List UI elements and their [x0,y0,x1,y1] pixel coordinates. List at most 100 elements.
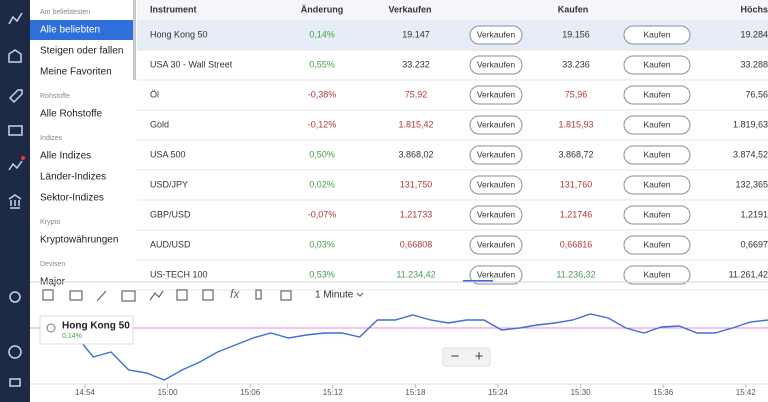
notification-dot [21,156,25,160]
sell-button[interactable] [469,115,523,135]
menu-item[interactable]: Sektor-Indizes [40,193,104,204]
sell-button-label[interactable]: Verkaufen [477,269,516,279]
menu-item[interactable]: Alle Rohstoffe [40,109,103,120]
buy-button-label[interactable]: Kaufen [644,59,671,69]
instrument[interactable]: GBP/USD [150,209,191,219]
sell-button-label[interactable]: Verkaufen [477,239,516,249]
buy-button[interactable] [623,175,691,195]
menu-item[interactable]: Meine Favoriten [40,67,112,78]
buy-button[interactable] [623,205,691,225]
sell-button-label[interactable]: Verkaufen [477,149,516,159]
sell-button[interactable] [469,265,523,285]
buy-button[interactable] [623,145,691,165]
active-indicator [463,280,493,282]
buy-button-label[interactable]: Kaufen [644,119,671,129]
calendar-icon[interactable] [280,290,292,301]
nav-trend-icon[interactable] [8,160,23,171]
high-price: 11.261,42 [729,269,768,279]
sell-price: 1.815,42 [398,119,433,129]
time-label: 15:24 [488,388,509,397]
buy-price: 3.868,72 [558,149,593,159]
dropdown-arrow [356,292,364,297]
sell-button-label[interactable]: Verkaufen [477,119,516,129]
buy-button-label[interactable]: Kaufen [644,89,671,99]
buy-button[interactable] [623,85,691,105]
menu-item[interactable]: Alle Indizes [40,151,91,162]
fx-icon[interactable]: fx [230,287,240,301]
zoom-in[interactable]: + [475,348,484,365]
note-icon[interactable] [69,290,83,301]
sell-price: 19.147 [402,29,430,39]
buy-button-label[interactable]: Kaufen [644,269,671,279]
menu-item[interactable]: Alle beliebten [40,25,100,36]
chat-icon[interactable] [9,378,21,387]
sidebar [30,0,137,282]
settings-icon[interactable] [8,345,22,359]
menu-item[interactable]: Kryptowährungen [40,235,118,246]
buy-price: 33.236 [562,59,590,69]
change: -0,38% [308,89,337,99]
buy-button[interactable] [623,55,691,75]
instrument[interactable]: AUD/USD [150,239,191,249]
sell-button-label[interactable]: Verkaufen [477,209,516,219]
buy-button-label[interactable]: Kaufen [644,149,671,159]
buy-button-label[interactable]: Kaufen [644,209,671,219]
buy-button[interactable] [623,235,691,255]
instrument[interactable]: USA 30 - Wall Street [150,59,233,69]
high-price: 3.874,52 [733,149,768,159]
nav-bank-icon[interactable] [8,194,22,209]
indicator-icon[interactable] [121,290,136,302]
menu-item[interactable]: Länder-Indizes [40,172,106,183]
instrument[interactable]: USA 500 [150,149,186,159]
section-header: Am beliebtesten [40,9,90,16]
sell-button[interactable] [469,25,523,45]
section-header: Krypto [40,219,60,226]
sell-button-label[interactable]: Verkaufen [477,179,516,189]
layout-icon[interactable] [176,289,188,301]
sell-button[interactable] [469,145,523,165]
buy-button[interactable] [623,115,691,135]
instrument[interactable]: Öl [150,89,159,99]
sell-price: 0,66808 [400,239,433,249]
buy-button-label[interactable]: Kaufen [644,239,671,249]
sell-button-label[interactable]: Verkaufen [477,59,516,69]
sell-button-label[interactable]: Verkaufen [477,29,516,39]
column-header: Kaufen [558,4,589,14]
buy-button-label[interactable]: Kaufen [644,179,671,189]
section-header: Rohstoffe [40,93,70,100]
sell-button-label[interactable]: Verkaufen [477,89,516,99]
nav-trade-icon[interactable] [8,49,22,63]
change: 0,03% [309,239,335,249]
buy-button-label[interactable]: Kaufen [644,29,671,39]
buy-button[interactable] [623,25,691,45]
instrument[interactable]: US-TECH 100 [150,269,208,279]
instrument[interactable]: Hong Kong 50 [150,29,208,39]
candle-icon[interactable] [255,289,262,300]
time-label: 15:36 [653,388,674,397]
nav-portfolio-icon[interactable] [8,125,23,136]
buy-price: 11.236,32 [556,269,595,279]
nav-chart-icon[interactable] [8,12,23,25]
sell-button[interactable] [469,205,523,225]
zoom-out[interactable]: − [451,348,460,365]
instrument[interactable]: Gold [150,119,169,129]
theme-icon[interactable] [9,291,21,303]
sell-button[interactable] [469,175,523,195]
fullscreen-icon[interactable] [42,289,54,301]
sell-button[interactable] [469,85,523,105]
interval-select[interactable]: 1 Minute [315,290,354,301]
trend-icon[interactable] [149,290,164,301]
pen-icon[interactable] [96,290,107,302]
high-price: 33.288 [740,59,768,69]
sell-price: 131,750 [400,179,433,189]
sell-button[interactable] [469,55,523,75]
menu-item[interactable]: Steigen oder fallen [40,46,123,57]
sell-button[interactable] [469,235,523,255]
instrument[interactable]: USD/JPY [150,179,188,189]
price-line [39,313,768,381]
buy-button[interactable] [623,265,691,285]
high-price: 76,56 [745,89,768,99]
save-icon[interactable] [202,289,214,301]
info-change: 0,14% [62,333,82,340]
nav-tag-icon[interactable] [8,89,23,104]
